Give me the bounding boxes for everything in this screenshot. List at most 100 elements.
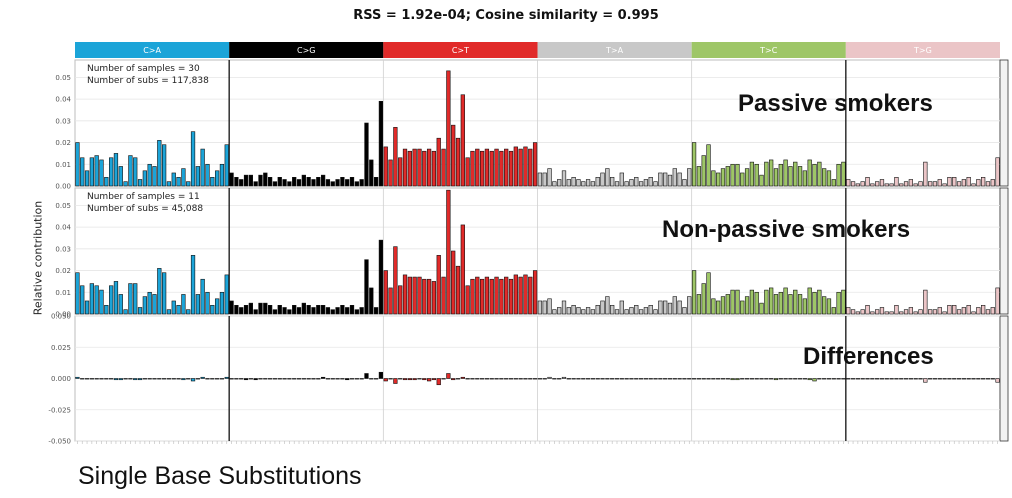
bar-differences: [913, 378, 918, 380]
bar-passive: [610, 177, 615, 187]
y-tick-label: 0.04: [55, 224, 71, 232]
bar-differences: [359, 378, 364, 380]
bar-nonpassive: [364, 259, 369, 315]
bar-passive: [903, 181, 909, 187]
bar-differences: [740, 378, 745, 380]
bar-differences: [345, 378, 350, 381]
bar-nonpassive: [436, 255, 441, 315]
bar-differences: [383, 378, 388, 382]
bar-passive: [836, 163, 841, 187]
bar-differences: [744, 378, 750, 380]
facet-strip-differences: [999, 315, 1009, 442]
bar-differences: [956, 378, 962, 380]
bar-nonpassive: [590, 309, 596, 315]
bar-nonpassive: [971, 311, 976, 315]
bar-passive: [186, 181, 191, 187]
bar-nonpassive: [89, 283, 94, 315]
bar-nonpassive: [152, 294, 157, 315]
bar-differences: [330, 378, 335, 380]
bar-nonpassive: [465, 285, 470, 315]
bar-differences: [475, 378, 480, 380]
bar-differences: [918, 378, 923, 380]
bar-differences: [990, 378, 995, 380]
bar-passive: [475, 148, 480, 187]
bar-nonpassive: [282, 307, 287, 315]
bar-nonpassive: [807, 287, 812, 315]
bar-passive: [634, 177, 639, 187]
bar-passive: [956, 181, 962, 187]
bar-nonpassive: [412, 276, 417, 315]
bar-nonpassive: [417, 276, 422, 315]
bar-differences: [451, 378, 456, 381]
bar-differences: [219, 378, 225, 380]
bar-nonpassive: [961, 307, 966, 315]
bar-passive: [267, 177, 273, 187]
bar-nonpassive: [345, 307, 350, 315]
bar-differences: [894, 378, 899, 380]
bar-differences: [937, 378, 942, 380]
bar-differences: [109, 378, 114, 380]
group-header-label: T>G: [913, 46, 932, 55]
bar-passive: [258, 174, 263, 187]
bar-nonpassive: [682, 307, 687, 315]
bar-passive: [364, 122, 369, 187]
bar-nonpassive: [470, 278, 475, 315]
bar-differences: [489, 378, 494, 380]
bar-differences: [340, 378, 345, 380]
bar-differences: [137, 378, 143, 381]
bar-passive: [561, 170, 567, 187]
mutational-profile-chart: C>A C>G C>T T>A T>C T>G 0.00 0.01 0.02 0.03 0.04 0.…: [48, 42, 1009, 446]
bar-differences: [870, 378, 875, 380]
bar-nonpassive: [195, 294, 200, 315]
bar-passive: [793, 161, 798, 187]
bar-differences: [171, 378, 176, 380]
bar-differences: [325, 378, 331, 380]
bar-differences: [195, 378, 200, 380]
bar-passive: [759, 174, 764, 187]
bar-passive: [976, 179, 981, 187]
bar-passive: [518, 148, 523, 187]
bar-passive: [961, 179, 966, 187]
bar-passive: [716, 172, 721, 187]
bar-nonpassive: [359, 307, 364, 315]
facet-strip-passive: [999, 59, 1009, 187]
bar-nonpassive: [176, 305, 181, 315]
bar-differences: [378, 371, 384, 379]
bar-passive: [928, 181, 933, 187]
bar-passive: [99, 159, 104, 187]
bar-differences: [566, 378, 571, 380]
bar-differences: [393, 378, 398, 384]
bar-nonpassive: [388, 287, 393, 315]
bar-differences: [677, 378, 682, 380]
bar-passive: [508, 150, 514, 187]
group-header-label: T>C: [759, 46, 778, 55]
bar-nonpassive: [75, 272, 80, 315]
panel-annotation-nonpassive: Number of subs = 45,088: [87, 204, 203, 214]
bar-passive: [701, 155, 706, 187]
overlay-passive-smokers: Passive smokers: [738, 90, 933, 117]
bar-nonpassive: [489, 278, 494, 315]
bar-passive: [542, 172, 547, 187]
bar-passive: [638, 181, 644, 187]
bar-passive: [740, 172, 745, 187]
bar-passive: [292, 177, 297, 187]
bar-nonpassive: [287, 309, 292, 315]
bar-passive: [653, 181, 658, 187]
bar-passive: [595, 177, 600, 187]
bar-passive: [889, 183, 894, 187]
bar-passive: [590, 181, 596, 187]
bar-passive: [725, 166, 730, 187]
bar-nonpassive: [634, 305, 639, 315]
bar-differences: [889, 378, 894, 380]
bar-differences: [850, 378, 856, 380]
bar-nonpassive: [513, 274, 518, 315]
bar-differences: [884, 378, 889, 380]
footer-caption: Single Base Substitutions: [78, 462, 362, 490]
bar-passive: [875, 181, 880, 187]
bar-differences: [267, 378, 273, 380]
bar-passive: [913, 183, 918, 187]
bar-differences: [749, 378, 755, 380]
bar-differences: [446, 373, 451, 379]
bar-passive: [918, 181, 923, 187]
bar-differences: [470, 378, 475, 380]
